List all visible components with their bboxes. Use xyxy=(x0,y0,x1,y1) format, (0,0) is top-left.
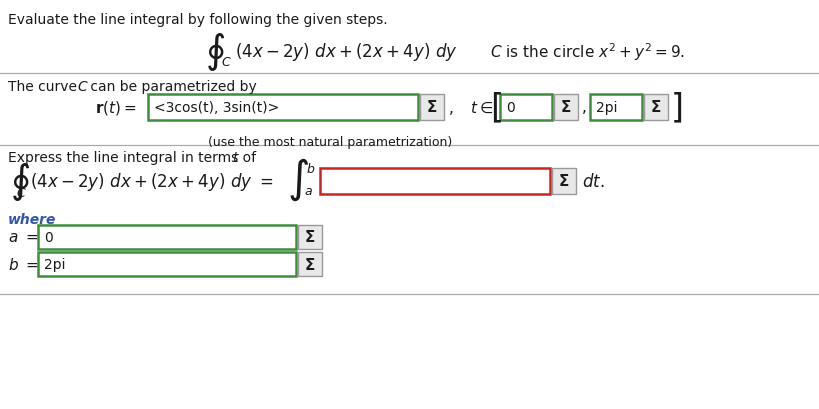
Text: 2pi: 2pi xyxy=(596,101,618,115)
Text: $a\ =$: $a\ =$ xyxy=(8,230,38,245)
Text: $t$: $t$ xyxy=(232,151,240,164)
Text: 0: 0 xyxy=(44,230,52,245)
FancyBboxPatch shape xyxy=(552,169,576,195)
Text: $C$: $C$ xyxy=(221,56,232,70)
Text: $\oint$: $\oint$ xyxy=(10,161,30,202)
Text: 2pi: 2pi xyxy=(44,257,66,271)
Text: 0: 0 xyxy=(506,101,515,115)
FancyBboxPatch shape xyxy=(500,95,552,121)
Text: $\int$: $\int$ xyxy=(287,156,309,203)
Text: can be parametrized by: can be parametrized by xyxy=(86,80,256,94)
Text: $(4x - 2y)\ dx + (2x + 4y)\ dy\ =$: $(4x - 2y)\ dx + (2x + 4y)\ dy\ =$ xyxy=(30,171,274,193)
Text: Σ: Σ xyxy=(427,100,437,115)
Text: (use the most natural parametrization): (use the most natural parametrization) xyxy=(208,136,452,148)
Text: Σ: Σ xyxy=(651,100,661,115)
Text: $C$: $C$ xyxy=(16,187,27,200)
Text: $b$: $b$ xyxy=(306,162,315,175)
Text: Express the line integral in terms of: Express the line integral in terms of xyxy=(8,151,260,164)
FancyBboxPatch shape xyxy=(38,252,296,276)
FancyBboxPatch shape xyxy=(298,252,322,276)
Text: $,$: $,$ xyxy=(581,100,586,115)
Text: $\mathbf{r}(t) =$: $\mathbf{r}(t) =$ xyxy=(95,99,137,117)
Text: where: where xyxy=(8,213,57,227)
Text: $,\quad t\in$: $,\quad t\in$ xyxy=(448,99,494,117)
Text: <3cos(t), 3sin(t)>: <3cos(t), 3sin(t)> xyxy=(154,101,279,115)
Text: Σ: Σ xyxy=(559,174,569,189)
Text: $C$: $C$ xyxy=(77,80,88,94)
FancyBboxPatch shape xyxy=(320,169,550,195)
FancyBboxPatch shape xyxy=(420,95,444,121)
FancyBboxPatch shape xyxy=(554,95,578,121)
Text: $(4x - 2y)\ dx + (2x + 4y)\ dy$: $(4x - 2y)\ dx + (2x + 4y)\ dy$ xyxy=(235,41,458,63)
Text: $dt.$: $dt.$ xyxy=(582,173,604,191)
Text: $C\ \mathrm{is\ the\ circle}\ x^2 + y^2 = 9.$: $C\ \mathrm{is\ the\ circle}\ x^2 + y^2 … xyxy=(490,41,685,63)
Text: Σ: Σ xyxy=(305,230,315,245)
Text: $a$: $a$ xyxy=(304,185,313,198)
FancyBboxPatch shape xyxy=(38,225,296,249)
Text: Σ: Σ xyxy=(305,257,315,272)
FancyBboxPatch shape xyxy=(590,95,642,121)
Text: $b\ =$: $b\ =$ xyxy=(8,256,38,272)
Text: $[$: $[$ xyxy=(490,91,502,125)
Text: $\oint$: $\oint$ xyxy=(205,31,225,73)
FancyBboxPatch shape xyxy=(298,225,322,249)
Text: $]$: $]$ xyxy=(670,91,682,125)
FancyBboxPatch shape xyxy=(148,95,418,121)
FancyBboxPatch shape xyxy=(644,95,668,121)
Text: Evaluate the line integral by following the given steps.: Evaluate the line integral by following … xyxy=(8,13,387,27)
Text: Σ: Σ xyxy=(561,100,571,115)
Text: The curve: The curve xyxy=(8,80,81,94)
